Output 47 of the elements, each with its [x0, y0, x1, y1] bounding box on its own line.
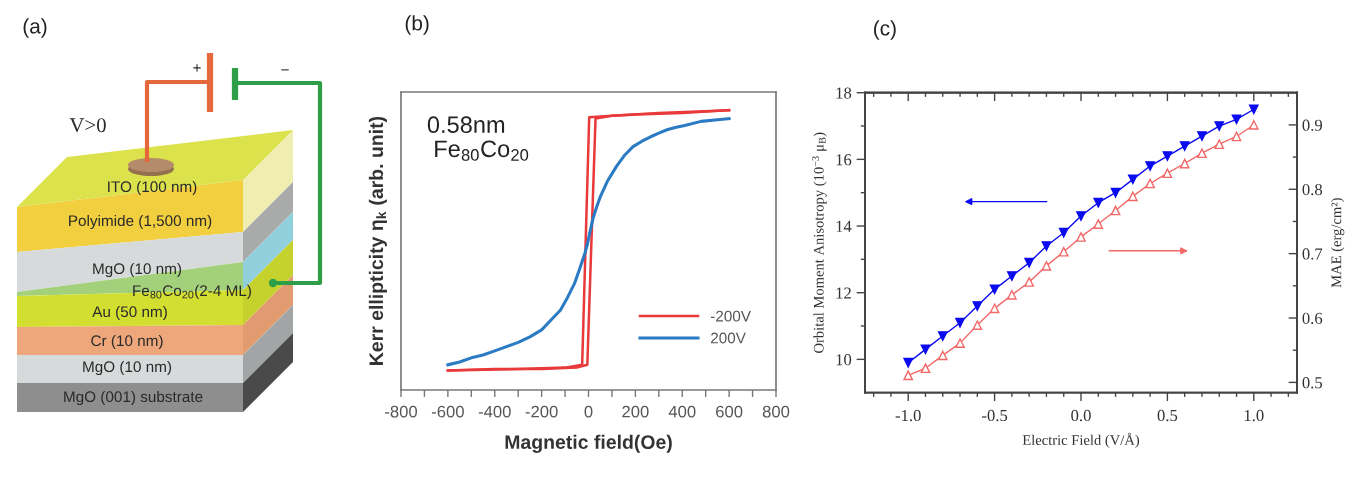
legend-label: -200V	[710, 310, 751, 322]
text: Polyimide (1,500 nm)	[69, 214, 212, 230]
text: MgO (10 nm)	[93, 262, 182, 278]
x-tick-label: 800	[762, 405, 790, 418]
x-tick-label: 0	[584, 405, 593, 418]
x-tick-label: 1.0	[1244, 409, 1264, 422]
text: −	[281, 69, 289, 71]
x-tick-label: 400	[668, 405, 696, 418]
x-tick-label: 0.5	[1157, 409, 1178, 422]
text: (a)	[23, 18, 47, 38]
text: +	[193, 64, 201, 72]
y2-tick-label: 0.8	[1302, 183, 1323, 196]
legend-label: 200V	[711, 332, 746, 344]
y-tick-label: 16	[836, 154, 852, 166]
y-axis-title: Orbital Moment Anisotropy (10$^{−3}$ μ$_{B}$)	[812, 132, 827, 353]
x-tick-label: -0.5	[982, 409, 1008, 422]
y-axis-title: Kerr ellipticity η$_{k}$ (arb. unit)	[368, 116, 387, 365]
x-tick-label: -200	[525, 405, 558, 418]
x-tick-label: 0.0	[1071, 409, 1091, 422]
x-tick-label: 600	[716, 405, 743, 418]
x-tick-label: -600	[431, 405, 464, 418]
text: Au (50 nm)	[92, 305, 167, 321]
text: MgO (10 nm)	[83, 360, 172, 376]
x-tick-label: -800	[385, 405, 418, 418]
y2-tick-label: 0.5	[1302, 377, 1323, 389]
y-tick-label: 14	[836, 220, 852, 232]
y2-tick-label: 0.7	[1302, 248, 1323, 260]
text: MgO (001) substrate	[64, 390, 203, 406]
chart-title: (b)	[405, 15, 429, 35]
text: ITO (100 nm)	[108, 180, 197, 196]
x-tick-label: 200	[622, 405, 649, 418]
y-tick-label: 10	[836, 354, 852, 366]
x-axis-title: Electric Field (V/Å)	[1022, 432, 1140, 448]
y2-axis-title: MAE (erg/cm²)	[1331, 198, 1345, 288]
annotation: Fe$_{80}$Co$_{20}$	[435, 140, 529, 161]
chart-title: (c)	[874, 20, 896, 40]
x-tick-label: -400	[478, 405, 511, 418]
y2-tick-label: 0.6	[1302, 312, 1323, 325]
text: Fe$_{80}$Co$_{20}$(2-4 ML)	[133, 284, 251, 300]
y-tick-label: 18	[836, 87, 852, 99]
y-tick-label: 12	[836, 287, 851, 299]
text: V>0	[69, 118, 106, 133]
x-axis-title: Magnetic field(Oe)	[505, 434, 672, 453]
annotation: 0.58nm	[427, 116, 505, 134]
y2-tick-label: 0.9	[1302, 119, 1323, 131]
text: Cr (10 nm)	[91, 334, 163, 350]
x-tick-label: -1.0	[895, 409, 921, 422]
